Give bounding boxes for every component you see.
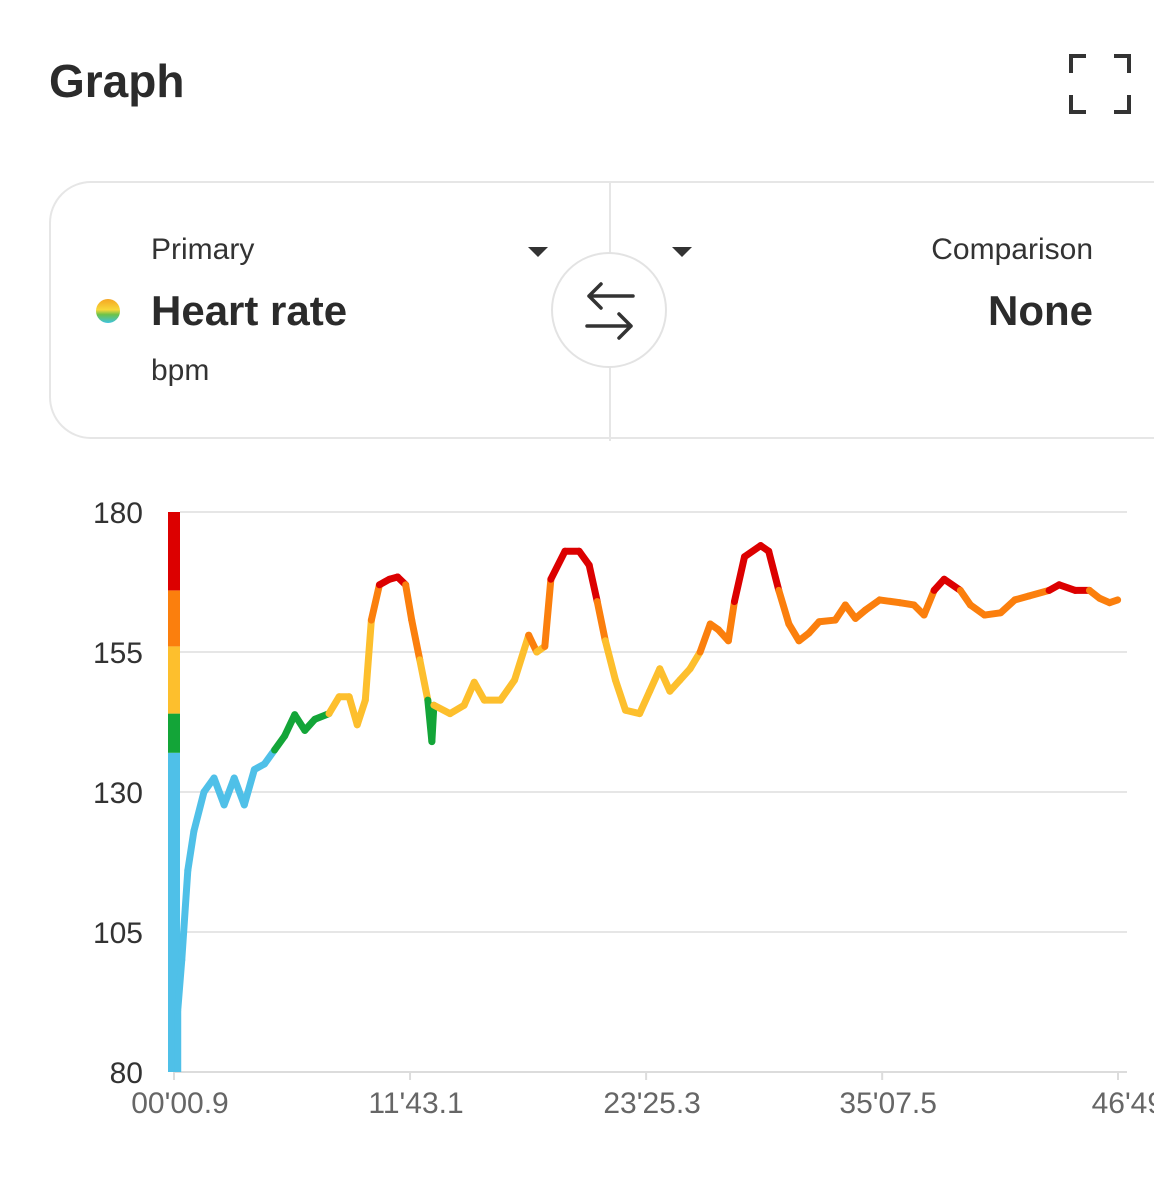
primary-value: Heart rate	[151, 287, 348, 334]
page-title: Graph	[49, 55, 185, 107]
comparison-value: None	[988, 287, 1093, 334]
y-tick-label: 105	[93, 917, 143, 950]
x-tick-label: 23'25.3	[603, 1087, 701, 1120]
hr-line-segment	[178, 866, 192, 964]
hr-line-segment	[1106, 596, 1122, 607]
hr-line-segment	[601, 637, 619, 684]
x-tick-label: 35'07.5	[839, 1087, 937, 1120]
zone-bar	[168, 713, 180, 753]
hr-line-segment	[240, 766, 258, 809]
caret-down-icon[interactable]	[672, 247, 692, 257]
hr-line-segment	[353, 696, 369, 729]
x-tick-label: 00'00.9	[131, 1087, 229, 1120]
hr-line-segment	[593, 598, 609, 645]
hr-line-segment	[765, 547, 783, 594]
swap-button[interactable]	[551, 252, 667, 368]
hr-line-segment	[511, 631, 533, 684]
y-tick-label: 155	[93, 637, 143, 670]
y-tick-label: 130	[93, 777, 143, 810]
caret-down-icon[interactable]	[528, 247, 548, 257]
hr-line-segment	[585, 561, 601, 606]
hr-line-segment	[920, 586, 938, 619]
hr-line-segment	[611, 676, 630, 714]
primary-unit: bpm	[151, 354, 210, 387]
zone-gradient-dot-icon	[96, 299, 120, 323]
metric-selector-card	[49, 181, 1154, 439]
hr-line-segment	[724, 598, 738, 645]
zone-bar	[168, 590, 180, 647]
zone-bar	[168, 512, 180, 591]
y-tick-label: 80	[110, 1057, 143, 1090]
hr-line-segment	[775, 586, 793, 628]
hr-line-segment	[184, 827, 198, 874]
hr-line-segment	[730, 553, 749, 606]
zone-bar	[168, 646, 180, 714]
hr-line-segment	[174, 956, 186, 1014]
hr-line-segment	[408, 616, 424, 664]
hr-line-segment	[696, 620, 714, 656]
x-tick-label: 46'49.	[1092, 1087, 1154, 1120]
hr-line-segment	[496, 676, 519, 704]
y-tick-label: 180	[93, 497, 143, 530]
swap-arrows-icon	[585, 282, 635, 340]
hr-line-segment	[367, 581, 383, 624]
comparison-label: Comparison	[931, 233, 1093, 266]
primary-label: Primary	[151, 233, 255, 266]
hr-line-segment	[416, 656, 432, 704]
hr-line-segment	[656, 665, 674, 695]
hr-line-segment	[361, 616, 375, 704]
hr-line-segment	[402, 581, 416, 624]
hr-line-segment	[428, 701, 438, 746]
hr-line-segment	[190, 788, 208, 835]
hr-line-segment	[547, 547, 569, 583]
hr-line-segment	[636, 687, 654, 718]
x-tick-label: 11'43.1	[368, 1087, 463, 1120]
hr-line-segment	[541, 575, 555, 650]
fullscreen-icon[interactable]	[1068, 53, 1132, 115]
